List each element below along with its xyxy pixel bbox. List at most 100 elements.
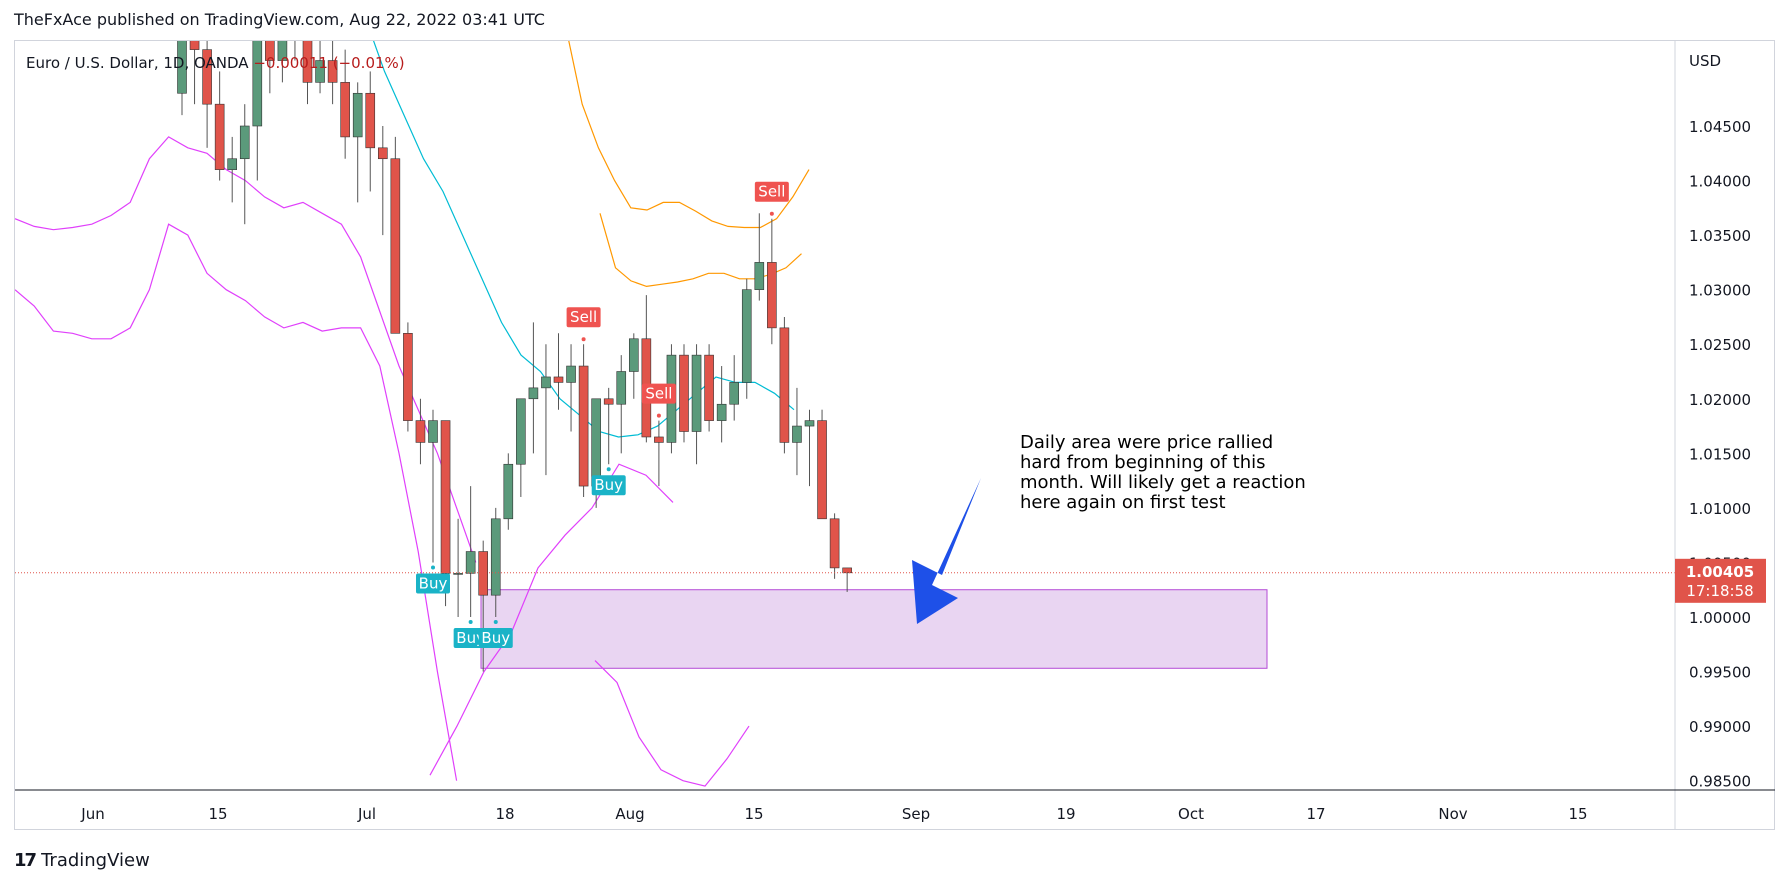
candle-body	[415, 420, 426, 443]
signal-dot	[606, 467, 611, 472]
x-tick-label: Jun	[80, 805, 104, 823]
last-price-box	[1675, 558, 1766, 603]
signal-label: Buy	[419, 574, 448, 592]
candle-body	[352, 92, 363, 138]
orange-upper-line	[568, 41, 810, 229]
candle-body	[516, 398, 526, 465]
candle-body	[214, 103, 225, 170]
candle-body	[754, 262, 765, 290]
x-tick-label: Aug	[615, 805, 644, 823]
signal-label: Sell	[758, 183, 785, 201]
candle-body	[403, 333, 413, 421]
candle-body	[327, 60, 338, 83]
candle-body	[829, 518, 840, 569]
candle-body	[779, 327, 790, 443]
signal-badge	[591, 475, 626, 496]
candle-body	[603, 398, 614, 405]
candle-body	[277, 41, 288, 61]
candle-body	[528, 387, 539, 400]
y-tick-label: 1.03500	[1689, 227, 1751, 245]
candle-body	[478, 551, 489, 596]
signal-dot	[431, 565, 435, 570]
y-tick-label: 1.00000	[1689, 609, 1751, 627]
x-tick-label: 15	[208, 805, 227, 823]
candle-body	[239, 125, 250, 160]
candle-body	[842, 567, 852, 574]
candle-body	[177, 41, 187, 94]
candle-body	[716, 403, 727, 421]
symbol-legend: Euro / U.S. Dollar, 1D, OANDA −0.00011 (…	[26, 54, 405, 72]
candle-body	[503, 463, 514, 520]
y-tick-label: 1.01500	[1689, 445, 1751, 463]
candle-body	[390, 158, 401, 334]
x-tick-label: 15	[744, 805, 763, 823]
signal-badge	[566, 307, 601, 328]
candle-body	[315, 60, 325, 83]
candle-body	[616, 371, 627, 405]
analysis-note: Daily area were price rallied hard from …	[1020, 432, 1306, 513]
footer-brand-label: TradingView	[41, 850, 150, 871]
candle-body	[566, 365, 576, 383]
signal-badge	[641, 383, 676, 404]
signal-dot	[493, 620, 498, 624]
signal-badge	[478, 628, 513, 648]
symbol-change: −0.00011 (−0.01%)	[253, 54, 405, 72]
last-price-value: 1.00405	[1686, 563, 1754, 581]
countdown-value: 17:18:58	[1686, 582, 1753, 600]
signal-badge	[754, 181, 789, 202]
publisher-line: TheFxAce published on TradingView.com, A…	[14, 10, 545, 29]
symbol-name: Euro / U.S. Dollar, 1D, OANDA	[26, 54, 249, 72]
candle-body	[628, 338, 639, 372]
candle-body	[741, 289, 752, 383]
candle-body	[804, 420, 815, 427]
candle-body	[428, 420, 438, 443]
bb-outer-upper-line	[15, 136, 477, 563]
y-tick-label: 1.02000	[1689, 391, 1751, 409]
candle-body	[365, 92, 376, 149]
candle-body	[490, 518, 501, 596]
candle-body	[767, 262, 777, 329]
x-tick-label: 19	[1056, 805, 1075, 823]
candle-body	[440, 420, 451, 574]
signal-label: Buy	[456, 629, 485, 647]
signal-dot	[656, 413, 661, 418]
y-tick-label: 1.02500	[1689, 336, 1751, 354]
y-tick-label: 1.01000	[1689, 500, 1751, 518]
candle-body	[679, 354, 689, 432]
candle-body	[202, 49, 212, 105]
candle-body	[704, 354, 714, 421]
signal-label: Buy	[481, 629, 510, 647]
y-tick-label: 1.04500	[1689, 118, 1751, 136]
signal-badge	[416, 573, 450, 594]
footer-brand: 17 TradingView	[14, 850, 150, 871]
candle-body	[817, 420, 827, 520]
candle-body	[465, 551, 476, 574]
signal-label: Buy	[594, 476, 623, 494]
candle-body	[729, 382, 740, 405]
x-tick-label: Sep	[902, 805, 930, 823]
currency-label: USD	[1689, 52, 1721, 70]
candle-body	[290, 17, 299, 28]
signal-dot	[769, 211, 774, 216]
signal-dot	[468, 620, 473, 624]
x-tick-label: Oct	[1178, 805, 1204, 823]
annotation-arrow	[912, 478, 981, 624]
candle-body	[578, 365, 589, 487]
y-tick-label: 1.03000	[1689, 282, 1751, 300]
y-tick-label: 0.99500	[1689, 664, 1751, 682]
y-tick-label: 1.04000	[1689, 173, 1751, 191]
x-tick-label: Nov	[1438, 805, 1467, 823]
x-tick-label: 18	[495, 805, 514, 823]
bb-lower-recovery-line	[429, 463, 674, 776]
candle-body	[591, 398, 601, 487]
candle-body	[691, 354, 702, 432]
x-tick-label: 17	[1306, 805, 1325, 823]
candle-body	[252, 41, 263, 127]
bb-inner-lower-line	[594, 660, 750, 787]
candle-body	[265, 41, 275, 61]
candle-body	[453, 573, 463, 575]
candle-body	[541, 376, 551, 389]
demand-zone	[480, 589, 1268, 669]
